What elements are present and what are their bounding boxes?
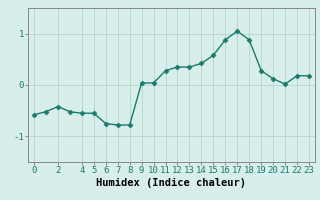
X-axis label: Humidex (Indice chaleur): Humidex (Indice chaleur) — [97, 178, 246, 188]
